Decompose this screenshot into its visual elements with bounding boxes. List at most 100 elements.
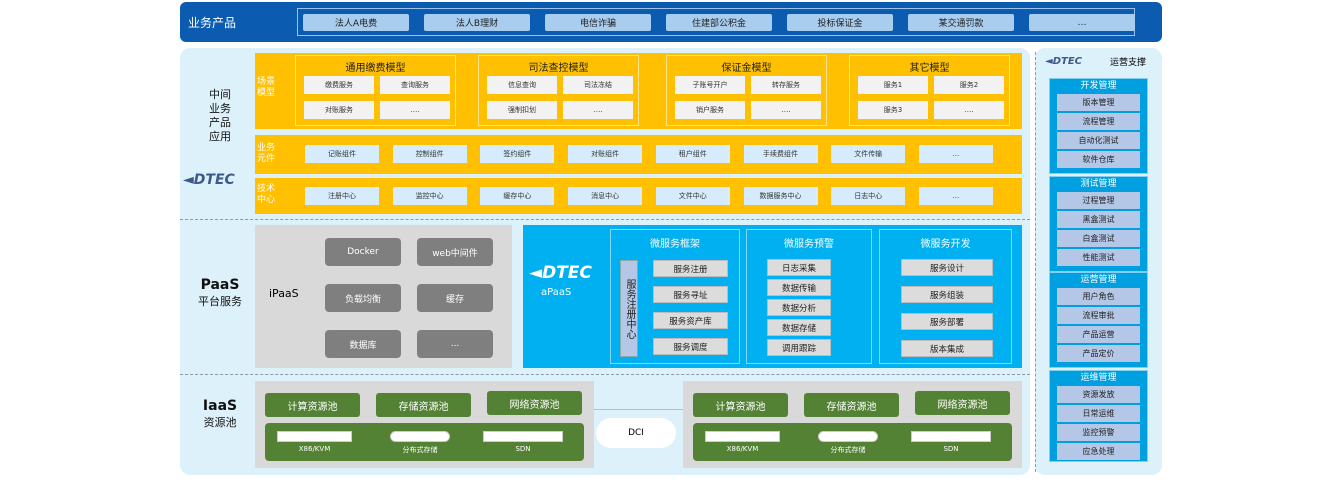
microservice-dev: 微服务开发 服务设计 服务组装 服务部署 版本集成	[879, 229, 1012, 364]
scene-item: 司法冻结	[563, 76, 633, 94]
hardware-label: X86/KVM	[726, 445, 759, 453]
ops-item: 应急处理	[1057, 443, 1140, 460]
dci-cloud: DCI	[598, 420, 674, 446]
product-item: …	[1029, 14, 1135, 31]
components-item: 手续费组件	[743, 145, 818, 163]
hardware-bar: X86/KVM 分布式存储 SDN	[693, 423, 1012, 461]
paas-subtitle: 平台服务	[198, 295, 242, 308]
hardware-label: X86/KVM	[298, 445, 331, 453]
scene-item: 查询服务	[380, 76, 450, 94]
dtec-logo: ◄DTEC	[1045, 56, 1082, 67]
business-products-bar: 业务产品 法人A电费 法人B理财 电信诈骗 住建部公积金 投标保证金 某交通罚款…	[180, 2, 1162, 42]
components-item: 记账组件	[305, 145, 379, 163]
framework-item: 服务调度	[653, 338, 728, 355]
scene-group: 保证金模型 子账号开户 转存服务 销户服务 ….	[666, 55, 827, 126]
ops-group: 测试管理 过程管理 黑盒测试 白盒测试 性能测试	[1049, 176, 1148, 272]
ops-item: 产品定价	[1057, 345, 1140, 362]
server-icon	[705, 431, 780, 442]
iaas-label: IaaS 资源池	[192, 398, 248, 430]
hardware-bar: X86/KVM 分布式存储 SDN	[265, 423, 584, 461]
alert-item: 日志采集	[767, 259, 831, 276]
dev-item: 服务部署	[901, 313, 993, 330]
scene-group-title: 其它模型	[909, 63, 950, 74]
resource-pool: 存储资源池	[804, 393, 899, 417]
components-item: 签约组件	[480, 145, 555, 163]
paas-label: PaaS 平台服务	[190, 277, 250, 309]
product-item: 法人A电费	[303, 14, 409, 31]
components-item: 租户组件	[655, 145, 730, 163]
ops-group-title: 测试管理	[1080, 179, 1117, 189]
scene-item: 信息查询	[487, 76, 557, 94]
iaas-resource-panel: 计算资源池 存储资源池 网络资源池 X86/KVM 分布式存储 SDN	[255, 381, 594, 468]
tech-item: 日志中心	[831, 187, 906, 205]
resource-pool: 计算资源池	[265, 393, 360, 417]
scene-model-row: 场景模型 通用缴费模型 缴费服务 查询服务 对账服务…. 司法查控模型信息查询 司法冻结强…	[255, 53, 1022, 129]
storage-icon	[818, 431, 878, 442]
product-item: 住建部公积金	[666, 14, 772, 31]
dtec-logo: ◄DTEC	[529, 263, 592, 283]
switch-icon	[483, 431, 563, 442]
framework-item: 服务寻址	[653, 286, 728, 303]
resource-pool: 计算资源池	[693, 393, 788, 417]
ops-item: 自动化测试	[1057, 132, 1140, 149]
hardware-label: SDN	[515, 445, 531, 453]
ops-item: 白盒测试	[1057, 230, 1140, 247]
tech-item: 注册中心	[305, 187, 379, 205]
scene-group: 通用缴费模型 缴费服务 查询服务 对账服务 ….	[295, 55, 456, 126]
ipaas-item: 数据库	[325, 330, 401, 358]
divider	[180, 219, 1030, 220]
dev-item: 服务设计	[901, 259, 993, 276]
scene-item: ….	[751, 101, 821, 119]
ops-group-title: 运营管理	[1080, 275, 1117, 285]
resource-pool: 网络资源池	[915, 391, 1010, 415]
tech-item: 数据服务中心	[743, 187, 818, 205]
scene-item: 服务3	[858, 101, 928, 119]
scene-group-title: 保证金模型	[721, 63, 772, 74]
tech-item: 消息中心	[568, 187, 643, 205]
dev-title: 微服务开发	[920, 239, 971, 250]
iaas-resource-panel: 计算资源池 存储资源池 网络资源池 X86/KVM 分布式存储 SDN	[683, 381, 1022, 468]
ipaas-item: Docker	[325, 238, 401, 266]
ipaas-panel: iPaaS Docker web中间件 负载均衡 缓存 数据库...	[255, 225, 512, 368]
hardware-label: 分布式存储	[402, 446, 438, 454]
microservice-alert: 微服务预警 日志采集 数据传输 数据分析 数据存储 调用跟踪	[746, 229, 872, 364]
ipaas-item: 缓存	[417, 284, 493, 312]
scene-item: 服务2	[934, 76, 1004, 94]
alert-title: 微服务预警	[784, 239, 834, 250]
ipaas-label: iPaaS	[269, 287, 299, 300]
ops-item: 资源发放	[1057, 386, 1140, 403]
tech-item: 文件中心	[655, 187, 730, 205]
scene-model-label: 场景模型	[257, 77, 276, 98]
tech-center-label: 技术中心	[257, 184, 276, 205]
resource-pool: 存储资源池	[376, 393, 471, 417]
ops-group: 运维管理 资源发放 日常运维 监控预警 应急处理	[1049, 370, 1148, 462]
dev-item: 版本集成	[901, 340, 993, 357]
business-products-label: 业务产品	[188, 16, 237, 30]
scene-item: ….	[563, 101, 633, 119]
switch-icon	[911, 431, 991, 442]
ops-group: 运营管理 用户角色 流程审批 产品运营 产品定价	[1049, 272, 1148, 368]
middle-layer-label: 中间 业务 产品 应用	[209, 88, 231, 143]
tech-center-row: 技术中心 注册中心 监控中心 缓存中心 消息中心 文件中心 数据服务中心 日志中心...	[255, 178, 1022, 214]
ops-item: 产品运营	[1057, 326, 1140, 343]
product-item: 某交通罚款	[908, 14, 1014, 31]
alert-item: 数据存储	[767, 319, 831, 336]
hardware-label: SDN	[943, 445, 959, 453]
components-row: 业务元件 记账组件 控制组件 签约组件 对账组件 租户组件 手续费组件 文件传输...	[255, 135, 1022, 174]
apaas-label: aPaaS	[541, 287, 572, 298]
scene-item: 强制扣划	[487, 101, 557, 119]
scene-group-title: 司法查控模型	[528, 63, 589, 74]
hardware-label: 分布式存储	[830, 446, 866, 454]
ops-support-panel: ◄DTEC 运营支撑 开发管理 版本管理 流程管理 自动化测试 软件仓库 测试管理 过程管理…	[1035, 48, 1162, 475]
framework-item: 服务注册	[653, 260, 728, 277]
iaas-subtitle: 资源池	[203, 416, 237, 429]
tech-item: 缓存中心	[480, 187, 555, 205]
ops-item: 流程管理	[1057, 113, 1140, 130]
components-item: 控制组件	[392, 145, 467, 163]
ops-item: 性能测试	[1057, 249, 1140, 266]
ops-item: 黑盒测试	[1057, 211, 1140, 228]
business-products-list: 法人A电费 法人B理财 电信诈骗 住建部公积金 投标保证金 某交通罚款…	[297, 8, 1135, 36]
scene-item: ….	[934, 101, 1004, 119]
alert-item: 调用跟踪	[767, 339, 831, 356]
server-icon	[277, 431, 352, 442]
